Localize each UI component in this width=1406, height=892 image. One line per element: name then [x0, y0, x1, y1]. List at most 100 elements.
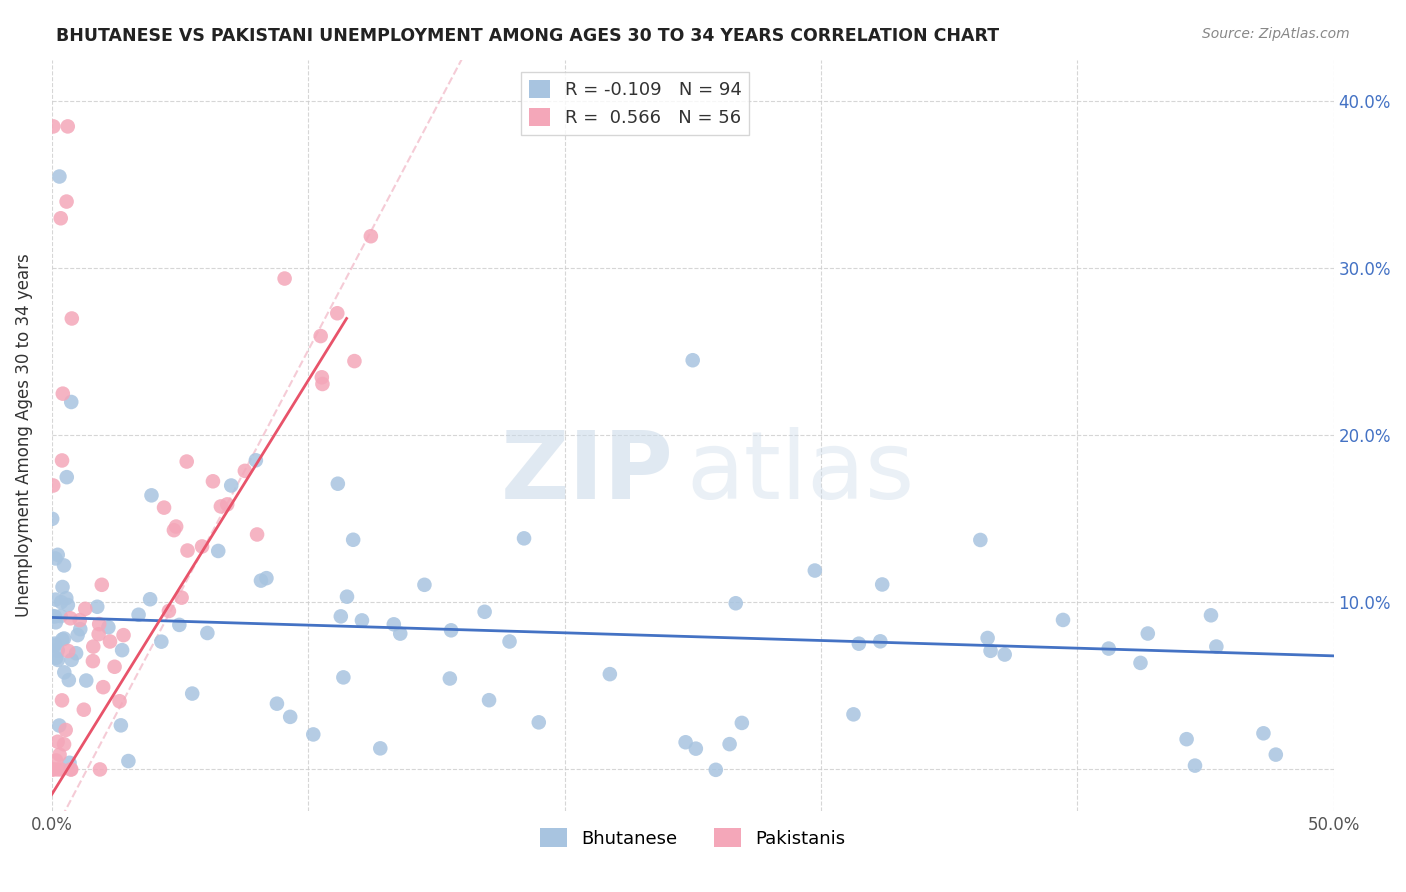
Bhutanese — [44, 609, 66, 624]
Pakistanis — [51, 453, 73, 467]
Bhutanese — [848, 637, 870, 651]
Bhutanese — [685, 741, 707, 756]
Pakistanis — [103, 659, 125, 673]
Bhutanese — [994, 648, 1017, 662]
Bhutanese — [266, 697, 288, 711]
Pakistanis — [326, 306, 349, 320]
Bhutanese — [66, 628, 89, 642]
Text: atlas: atlas — [686, 427, 914, 519]
Point — [219, 478, 242, 492]
Pakistanis — [209, 500, 232, 514]
Pakistanis — [309, 329, 332, 343]
Bhutanese — [1264, 747, 1286, 762]
Bhutanese — [46, 548, 69, 562]
Bhutanese — [51, 580, 73, 594]
Bhutanese — [207, 544, 229, 558]
Point — [682, 353, 704, 368]
Bhutanese — [336, 590, 359, 604]
Bhutanese — [60, 653, 83, 667]
Pakistanis — [165, 519, 187, 533]
Pakistanis — [311, 376, 333, 391]
Bhutanese — [49, 595, 72, 609]
Bhutanese — [69, 622, 91, 636]
Bhutanese — [48, 718, 70, 732]
Bhutanese — [44, 637, 66, 651]
Pakistanis — [112, 628, 135, 642]
Bhutanese — [44, 639, 66, 653]
Pakistanis — [52, 386, 75, 401]
Bhutanese — [389, 626, 412, 640]
Pakistanis — [201, 475, 224, 489]
Bhutanese — [350, 614, 373, 628]
Pakistanis — [49, 211, 72, 226]
Bhutanese — [969, 533, 991, 547]
Pakistanis — [343, 354, 366, 368]
Bhutanese — [128, 607, 150, 622]
Pakistanis — [82, 640, 104, 654]
Bhutanese — [141, 488, 163, 502]
Y-axis label: Unemployment Among Ages 30 to 34 years: Unemployment Among Ages 30 to 34 years — [15, 253, 32, 617]
Bhutanese — [1129, 656, 1152, 670]
Bhutanese — [382, 617, 405, 632]
Bhutanese — [980, 644, 1002, 658]
Pakistanis — [246, 527, 269, 541]
Pakistanis — [55, 194, 77, 209]
Bhutanese — [48, 169, 70, 184]
Pakistanis — [163, 523, 186, 537]
Bhutanese — [302, 727, 325, 741]
Pakistanis — [60, 763, 83, 777]
Pakistanis — [45, 754, 67, 768]
Bhutanese — [55, 470, 77, 484]
Bhutanese — [60, 395, 83, 409]
Pakistanis — [233, 464, 256, 478]
Bhutanese — [478, 693, 501, 707]
Bhutanese — [1184, 758, 1206, 772]
Bhutanese — [842, 707, 865, 722]
Bhutanese — [53, 665, 76, 680]
Bhutanese — [55, 591, 77, 606]
Pakistanis — [153, 500, 176, 515]
Bhutanese — [56, 598, 79, 612]
Pakistanis — [69, 613, 91, 627]
Bhutanese — [326, 476, 349, 491]
Pakistanis — [191, 540, 214, 554]
Pakistanis — [48, 747, 70, 762]
Pakistanis — [59, 763, 82, 777]
Pakistanis — [58, 644, 80, 658]
Pakistanis — [49, 763, 72, 777]
Bhutanese — [65, 646, 87, 660]
Bhutanese — [75, 673, 97, 688]
Bhutanese — [150, 634, 173, 648]
Bhutanese — [1175, 732, 1198, 747]
Bhutanese — [704, 763, 727, 777]
Bhutanese — [1052, 613, 1074, 627]
Pakistanis — [41, 763, 63, 777]
Pakistanis — [91, 680, 114, 694]
Bhutanese — [51, 632, 73, 647]
Pakistanis — [46, 763, 69, 777]
Bhutanese — [474, 605, 496, 619]
Pakistanis — [90, 578, 112, 592]
Pakistanis — [53, 737, 76, 751]
Bhutanese — [110, 718, 132, 732]
Pakistanis — [89, 763, 111, 777]
Bhutanese — [195, 626, 218, 640]
Pakistanis — [73, 703, 96, 717]
Bhutanese — [1199, 608, 1222, 623]
Bhutanese — [439, 672, 461, 686]
Pakistanis — [51, 693, 73, 707]
Bhutanese — [718, 737, 741, 751]
Bhutanese — [332, 670, 354, 684]
Legend: Bhutanese, Pakistanis: Bhutanese, Pakistanis — [533, 821, 852, 855]
Pakistanis — [55, 723, 77, 737]
Bhutanese — [976, 631, 998, 645]
Pakistanis — [42, 763, 65, 777]
Bhutanese — [513, 532, 536, 546]
Pakistanis — [56, 120, 79, 134]
Bhutanese — [440, 624, 463, 638]
Text: BHUTANESE VS PAKISTANI UNEMPLOYMENT AMONG AGES 30 TO 34 YEARS CORRELATION CHART: BHUTANESE VS PAKISTANI UNEMPLOYMENT AMON… — [56, 27, 1000, 45]
Bhutanese — [86, 599, 108, 614]
Bhutanese — [254, 571, 277, 585]
Bhutanese — [278, 710, 301, 724]
Bhutanese — [731, 715, 754, 730]
